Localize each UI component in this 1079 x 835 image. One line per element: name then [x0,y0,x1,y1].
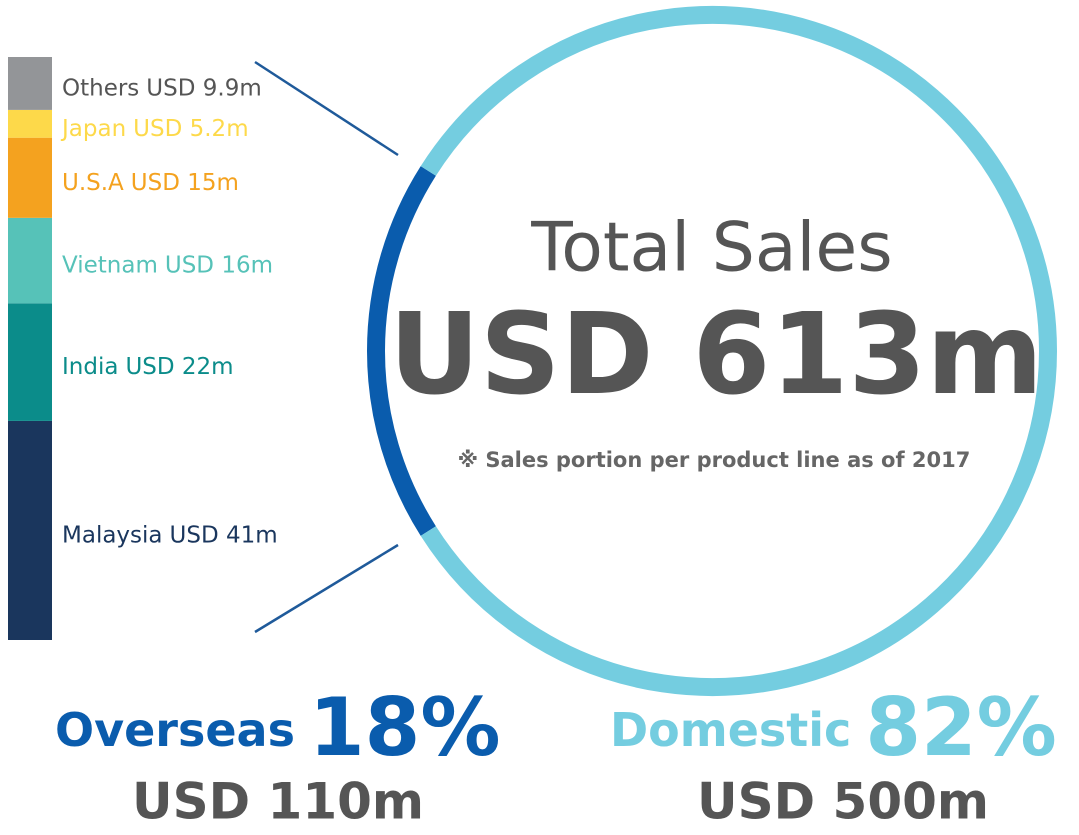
segment-label: Vietnam USD 16m [62,252,273,278]
bar-segment [8,137,52,218]
bar-segment [8,303,52,421]
slice-percent: 82% [865,681,1056,774]
segment-name: Vietnam [62,252,158,278]
donut-title: Total Sales [530,209,892,288]
connector-line [254,543,399,634]
segment-name: Japan [60,115,126,141]
segment-value: USD 5.2m [133,115,248,141]
segment-name: India [62,354,118,380]
segment-label: Malaysia USD 41m [62,522,278,548]
slice-name: Domestic [610,703,851,757]
bar-segment [8,420,52,640]
donut-slice [420,6,1057,696]
slice-name: Overseas [55,703,295,757]
donut-note: ※ Sales portion per product line as of 2… [458,448,971,472]
segment-label: Others USD 9.9m [62,75,262,101]
segment-value: USD 15m [131,169,239,195]
segment-label: U.S.A USD 15m [62,169,239,195]
segment-label: Japan USD 5.2m [60,115,249,141]
segment-label: India USD 22m [62,354,234,380]
bar-segment [8,109,52,138]
segment-name: U.S.A [62,169,124,195]
segment-name: Malaysia [62,522,163,548]
segment-name: Others [62,75,139,101]
bar-segment [8,57,52,110]
slice-label: Domestic 82% [610,681,1057,774]
segment-value: USD 41m [170,522,278,548]
donut-total: USD 613m [389,290,1043,420]
slice-amount: USD 110m [132,773,424,831]
slice-percent: 18% [309,681,500,774]
segment-value: USD 22m [125,354,233,380]
slice-amount: USD 500m [697,773,989,831]
segment-value: USD 9.9m [146,75,261,101]
donut-slice [367,166,436,536]
segment-value: USD 16m [165,252,273,278]
bar-segment [8,217,52,304]
slice-label: Overseas 18% [55,681,500,774]
connector-line [254,60,399,157]
